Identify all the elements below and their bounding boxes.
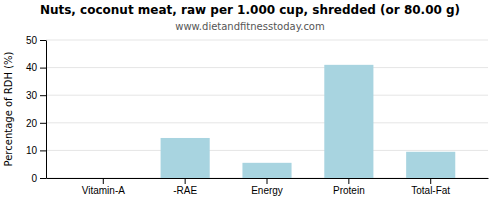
tick: -RAE <box>173 178 197 196</box>
bar <box>242 163 291 178</box>
tick: 20 <box>26 118 46 129</box>
tick-label: Total-Fat <box>411 185 450 196</box>
chart: Nuts, coconut meat, raw per 1.000 cup, s… <box>0 0 500 200</box>
tick-mark <box>40 95 46 96</box>
tick-mark <box>430 178 431 184</box>
tick-label: 20 <box>26 118 38 129</box>
tick-label: Vitamin-A <box>82 185 125 196</box>
tick-mark <box>40 178 46 179</box>
tick-label: 50 <box>26 35 38 46</box>
tick-mark <box>40 123 46 124</box>
tick-mark <box>267 178 268 184</box>
y-axis-title: Percentage of RDH (%) <box>3 51 14 166</box>
tick-mark <box>40 68 46 69</box>
grid-line <box>46 150 488 151</box>
tick: 30 <box>26 90 46 101</box>
tick: 50 <box>26 35 46 46</box>
tick: 40 <box>26 62 46 73</box>
tick: Energy <box>251 178 283 196</box>
bar <box>161 138 210 178</box>
tick: Protein <box>333 178 365 196</box>
tick-mark <box>40 40 46 41</box>
axis-line <box>46 41 47 179</box>
tick: Vitamin-A <box>82 178 125 196</box>
tick-label: 10 <box>26 145 38 156</box>
y-axis: 0 10 20 30 40 50 <box>26 35 47 184</box>
tick-label: 0 <box>31 173 37 184</box>
bar <box>406 152 455 178</box>
tick-mark <box>40 150 46 151</box>
bars <box>161 65 456 178</box>
tick-mark <box>185 178 186 184</box>
tick: 0 <box>31 173 46 184</box>
bar <box>79 178 128 179</box>
grid-line <box>46 95 488 96</box>
x-axis: Vitamin-A -RAE Energy Protein Total-Fat <box>47 178 489 196</box>
grid-line <box>46 122 488 123</box>
tick-label: 30 <box>26 90 38 101</box>
tick: 10 <box>26 145 46 156</box>
grid-line <box>46 67 488 68</box>
bar <box>324 65 373 178</box>
tick-label: Energy <box>251 185 283 196</box>
tick-mark <box>348 178 349 184</box>
tick-label: Protein <box>333 185 365 196</box>
tick: Total-Fat <box>411 178 450 196</box>
title: Nuts, coconut meat, raw per 1.000 cup, s… <box>40 3 460 17</box>
plot: 0 10 20 30 40 50 Vitamin-A -RAE Energy Protein Tot… <box>26 35 489 196</box>
grid <box>46 40 488 178</box>
tick-label: 40 <box>26 62 38 73</box>
tick-label: -RAE <box>173 185 197 196</box>
tick-mark <box>103 178 104 184</box>
grid-line <box>46 40 488 41</box>
subtitle: www.dietandfitnesstoday.com <box>175 21 324 32</box>
